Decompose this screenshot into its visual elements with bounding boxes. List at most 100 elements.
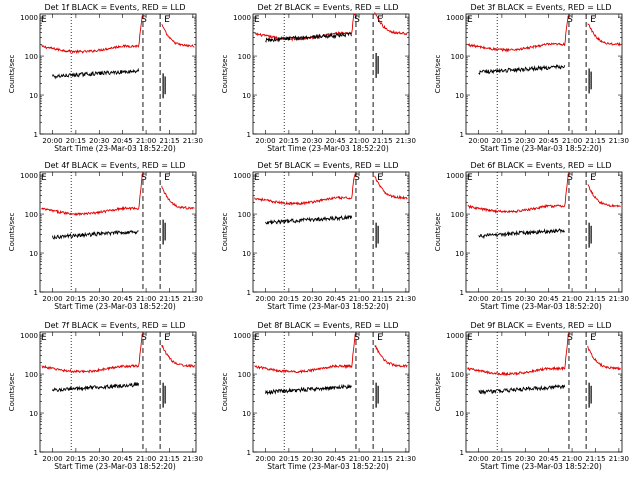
end-marker: E <box>164 15 170 25</box>
end-marker: E <box>254 15 260 25</box>
y-tick-label: 10 <box>242 92 251 100</box>
x-tick-label: 20:30 <box>515 295 535 303</box>
x-tick-label: 20:00 <box>468 137 488 145</box>
y-tick-label: 10 <box>455 92 464 100</box>
lld-series-line <box>161 185 195 210</box>
end-marker: E <box>41 15 47 25</box>
end-marker: E <box>590 173 596 183</box>
panel-title: Det 7f BLACK = Events, RED = LLD <box>44 321 185 330</box>
x-tick-label: 20:30 <box>89 137 109 145</box>
y-tick-label: 1000 <box>20 14 38 22</box>
end-marker: E <box>377 333 383 343</box>
y-tick-label: 100 <box>238 53 251 61</box>
lld-series-line <box>254 173 356 206</box>
panel-title: Det 9f BLACK = Events, RED = LLD <box>470 321 611 330</box>
end-marker: E <box>467 15 473 25</box>
x-tick-label: 20:15 <box>279 455 299 463</box>
y-tick-label: 100 <box>25 53 38 61</box>
plot-frame <box>39 331 197 453</box>
x-tick-label: 20:15 <box>279 295 299 303</box>
x-tick-label: 21:00 <box>349 137 369 145</box>
y-tick-label: 100 <box>238 211 251 219</box>
detector-panel: Det 8f BLACK = Events, RED = LLD 1 10 100 10… <box>221 321 416 471</box>
y-axis-label: Counts/sec <box>8 213 16 252</box>
x-tick-label: 20:00 <box>255 295 275 303</box>
y-tick-label: 1000 <box>446 172 464 180</box>
panel-title: Det 1f BLACK = Events, RED = LLD <box>44 3 185 12</box>
y-tick-label: 10 <box>29 410 38 418</box>
y-axis-label: Counts/sec <box>434 55 442 94</box>
x-tick-label: 21:30 <box>609 455 629 463</box>
y-tick-label: 1000 <box>20 172 38 180</box>
x-tick-label: 20:00 <box>42 137 62 145</box>
x-tick-label: 21:15 <box>585 137 605 145</box>
detector-panel: Det 6f BLACK = Events, RED = LLD 1 10 100 10… <box>434 161 629 311</box>
events-series-line <box>478 384 566 395</box>
y-tick-label: 10 <box>455 250 464 258</box>
events-series-line <box>265 214 353 225</box>
y-tick-label: 100 <box>451 53 464 61</box>
x-tick-label: 20:30 <box>515 137 535 145</box>
events-series-line <box>52 229 139 240</box>
x-tick-label: 20:45 <box>539 455 559 463</box>
start-marker: S <box>354 173 360 183</box>
x-tick-label: 20:00 <box>255 455 275 463</box>
plot-frame <box>39 13 197 135</box>
y-tick-label: 1 <box>460 289 464 297</box>
x-tick-label: 21:15 <box>372 295 392 303</box>
end-marker: E <box>377 15 383 25</box>
x-tick-label: 20:15 <box>492 295 512 303</box>
y-tick-label: 1 <box>34 449 38 457</box>
plot-frame <box>465 13 623 135</box>
end-marker: E <box>590 15 596 25</box>
events-series-line <box>52 67 140 80</box>
x-axis-label: Start Time (23-Mar-03 18:52:20) <box>54 302 176 311</box>
lld-series-line <box>467 15 569 53</box>
y-tick-label: 100 <box>25 211 38 219</box>
start-marker: S <box>567 173 573 183</box>
x-tick-label: 21:30 <box>609 137 629 145</box>
x-tick-label: 20:30 <box>302 137 322 145</box>
detector-panel: Det 2f BLACK = Events, RED = LLD 1 10 100 10… <box>221 3 416 153</box>
events-series-line <box>52 381 140 393</box>
y-tick-label: 1 <box>247 449 251 457</box>
lld-series-line <box>41 333 143 374</box>
y-tick-label: 10 <box>242 250 251 258</box>
x-tick-label: 21:15 <box>585 455 605 463</box>
panel-title: Det 3f BLACK = Events, RED = LLD <box>470 3 611 12</box>
x-axis-label: Start Time (23-Mar-03 18:52:20) <box>480 302 602 311</box>
x-tick-label: 20:00 <box>255 137 275 145</box>
x-tick-label: 20:30 <box>89 455 109 463</box>
plot-frame <box>252 171 410 293</box>
lld-series-line <box>41 173 143 217</box>
x-tick-label: 21:00 <box>136 295 156 303</box>
end-marker: E <box>41 333 47 343</box>
y-tick-label: 1000 <box>446 332 464 340</box>
start-marker: S <box>354 333 360 343</box>
y-axis-label: Counts/sec <box>434 373 442 412</box>
y-tick-label: 100 <box>451 211 464 219</box>
plot-frame <box>39 171 197 293</box>
x-tick-label: 21:30 <box>183 137 203 145</box>
x-tick-label: 20:45 <box>113 455 133 463</box>
lld-series-line <box>467 333 569 377</box>
x-tick-label: 21:00 <box>562 455 582 463</box>
panel-title: Det 6f BLACK = Events, RED = LLD <box>470 161 611 170</box>
x-axis-label: Start Time (23-Mar-03 18:52:20) <box>54 144 176 153</box>
lld-series-line <box>374 175 408 200</box>
x-tick-label: 20:15 <box>66 295 86 303</box>
end-marker: E <box>41 173 47 183</box>
x-tick-label: 21:15 <box>159 137 179 145</box>
y-tick-label: 100 <box>238 371 251 379</box>
x-tick-label: 20:30 <box>302 295 322 303</box>
lld-series-line <box>587 184 621 208</box>
x-tick-label: 20:45 <box>539 295 559 303</box>
x-tick-label: 21:30 <box>183 455 203 463</box>
lld-series-line <box>374 12 408 36</box>
x-tick-label: 20:45 <box>326 295 346 303</box>
plot-frame <box>252 13 410 135</box>
y-tick-label: 1000 <box>233 172 251 180</box>
events-series-line <box>478 227 565 240</box>
x-tick-label: 20:15 <box>66 455 86 463</box>
